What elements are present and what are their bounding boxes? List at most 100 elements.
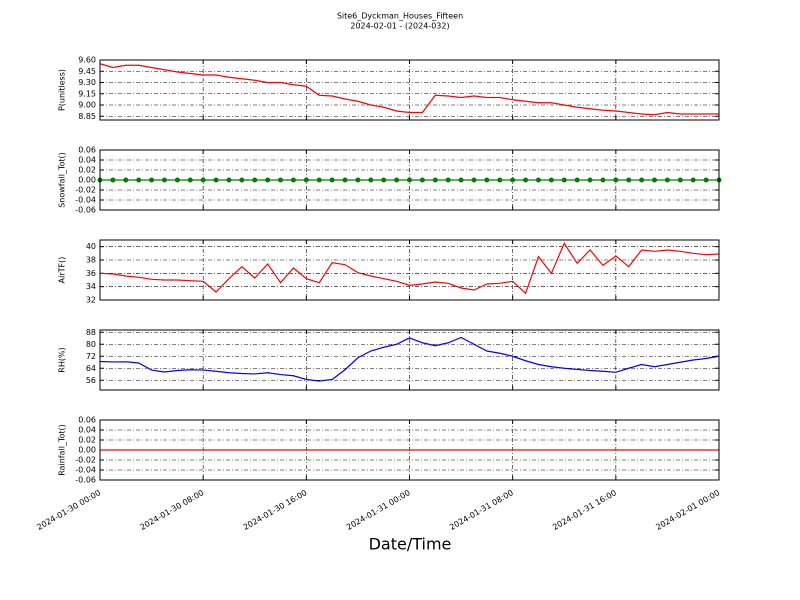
y-tick-label: 64 bbox=[86, 364, 96, 373]
data-marker bbox=[677, 177, 683, 183]
x-tick-label: 2024-02-01 00:00 bbox=[654, 488, 721, 532]
x-tick-label: 2024-01-31 08:00 bbox=[448, 488, 515, 532]
chart-subtitle: 2024-02-01 - (2024-032) bbox=[350, 22, 449, 31]
y-axis-label: P(unitless) bbox=[58, 69, 67, 111]
y-axis-label: RH(%) bbox=[58, 347, 67, 372]
y-tick-label: -0.02 bbox=[75, 186, 96, 195]
y-tick-label: 0.02 bbox=[78, 436, 96, 445]
y-tick-label: 32 bbox=[86, 296, 96, 305]
y-tick-label: 8.85 bbox=[78, 112, 96, 121]
x-axis-label: Date/Time bbox=[369, 535, 452, 554]
panel-frame bbox=[99, 59, 720, 121]
y-tick-label: 0.00 bbox=[78, 446, 96, 455]
data-marker bbox=[161, 177, 167, 183]
data-marker bbox=[458, 177, 464, 183]
data-marker bbox=[626, 177, 632, 183]
data-marker bbox=[652, 177, 658, 183]
x-tick-label: 2024-01-30 16:00 bbox=[242, 488, 309, 532]
data-marker bbox=[110, 177, 116, 183]
panel-frame bbox=[99, 239, 720, 301]
data-marker bbox=[213, 177, 219, 183]
y-tick-label: -0.06 bbox=[75, 206, 96, 215]
y-tick-label: 38 bbox=[86, 256, 96, 265]
panel-frame bbox=[99, 419, 720, 481]
y-tick-label: -0.02 bbox=[75, 456, 96, 465]
y-tick-label: 34 bbox=[86, 282, 96, 291]
data-marker bbox=[548, 177, 554, 183]
y-tick-label: 0.04 bbox=[78, 426, 96, 435]
panel-frame bbox=[99, 329, 720, 391]
data-marker bbox=[355, 177, 361, 183]
data-line bbox=[99, 242, 720, 295]
data-marker bbox=[226, 177, 232, 183]
data-line bbox=[99, 336, 720, 382]
y-tick-label: 88 bbox=[86, 328, 96, 337]
data-line bbox=[99, 63, 719, 116]
chart-title: Site6_Dyckman_Houses_Fifteen bbox=[337, 12, 463, 21]
y-tick-label: 9.30 bbox=[78, 78, 96, 87]
x-tick-label: 2024-01-31 16:00 bbox=[551, 488, 618, 532]
panel-frame bbox=[99, 149, 720, 211]
y-tick-label: 56 bbox=[86, 376, 96, 385]
data-marker bbox=[239, 177, 245, 183]
data-marker bbox=[394, 177, 400, 183]
x-tick-label: 2024-01-31 00:00 bbox=[345, 488, 412, 532]
data-marker bbox=[600, 177, 606, 183]
data-marker bbox=[278, 177, 284, 183]
data-marker bbox=[342, 177, 348, 183]
data-marker bbox=[174, 177, 180, 183]
data-marker bbox=[290, 177, 296, 183]
data-marker bbox=[200, 177, 206, 183]
y-tick-label: 40 bbox=[86, 242, 96, 251]
y-tick-label: 0.06 bbox=[78, 146, 96, 155]
data-marker bbox=[484, 177, 490, 183]
y-tick-label: 9.60 bbox=[78, 56, 96, 65]
data-marker bbox=[445, 177, 451, 183]
data-marker bbox=[432, 177, 438, 183]
data-marker bbox=[149, 177, 155, 183]
y-axis-label: Snowfall_Tot() bbox=[58, 152, 67, 208]
data-marker bbox=[381, 177, 387, 183]
y-tick-label: 0.04 bbox=[78, 156, 96, 165]
y-tick-label: 9.00 bbox=[78, 101, 96, 110]
y-tick-label: -0.04 bbox=[75, 196, 96, 205]
y-tick-label: 0.06 bbox=[78, 416, 96, 425]
data-marker bbox=[316, 177, 322, 183]
y-tick-label: -0.04 bbox=[75, 466, 96, 475]
x-tick-label: 2024-01-30 00:00 bbox=[35, 488, 102, 532]
y-tick-label: 9.45 bbox=[78, 67, 96, 76]
data-marker bbox=[471, 177, 477, 183]
data-marker bbox=[123, 177, 129, 183]
data-marker bbox=[587, 177, 593, 183]
data-marker bbox=[252, 177, 258, 183]
y-tick-label: 0.02 bbox=[78, 166, 96, 175]
data-marker bbox=[368, 177, 374, 183]
y-tick-label: 72 bbox=[86, 352, 96, 361]
data-marker bbox=[703, 177, 709, 183]
y-axis-label: AirTF() bbox=[58, 257, 67, 284]
y-tick-label: 0.00 bbox=[78, 176, 96, 185]
data-marker bbox=[523, 177, 529, 183]
data-marker bbox=[690, 177, 696, 183]
y-axis-label: Rainfall_Tot() bbox=[58, 424, 67, 476]
data-marker bbox=[419, 177, 425, 183]
x-tick-label: 2024-01-30 08:00 bbox=[138, 488, 205, 532]
data-marker bbox=[329, 177, 335, 183]
y-tick-label: 80 bbox=[86, 340, 96, 349]
data-marker bbox=[497, 177, 503, 183]
data-marker bbox=[639, 177, 645, 183]
y-tick-label: -0.06 bbox=[75, 476, 96, 485]
data-marker bbox=[574, 177, 580, 183]
data-marker bbox=[613, 177, 619, 183]
data-marker bbox=[407, 177, 412, 183]
data-marker bbox=[535, 177, 541, 183]
data-marker bbox=[561, 177, 567, 183]
data-marker bbox=[187, 177, 193, 183]
data-marker bbox=[265, 177, 271, 183]
y-tick-label: 36 bbox=[86, 269, 96, 278]
data-marker bbox=[664, 177, 670, 183]
y-tick-label: 9.15 bbox=[78, 89, 96, 98]
data-marker bbox=[510, 177, 516, 183]
data-marker bbox=[303, 177, 309, 183]
